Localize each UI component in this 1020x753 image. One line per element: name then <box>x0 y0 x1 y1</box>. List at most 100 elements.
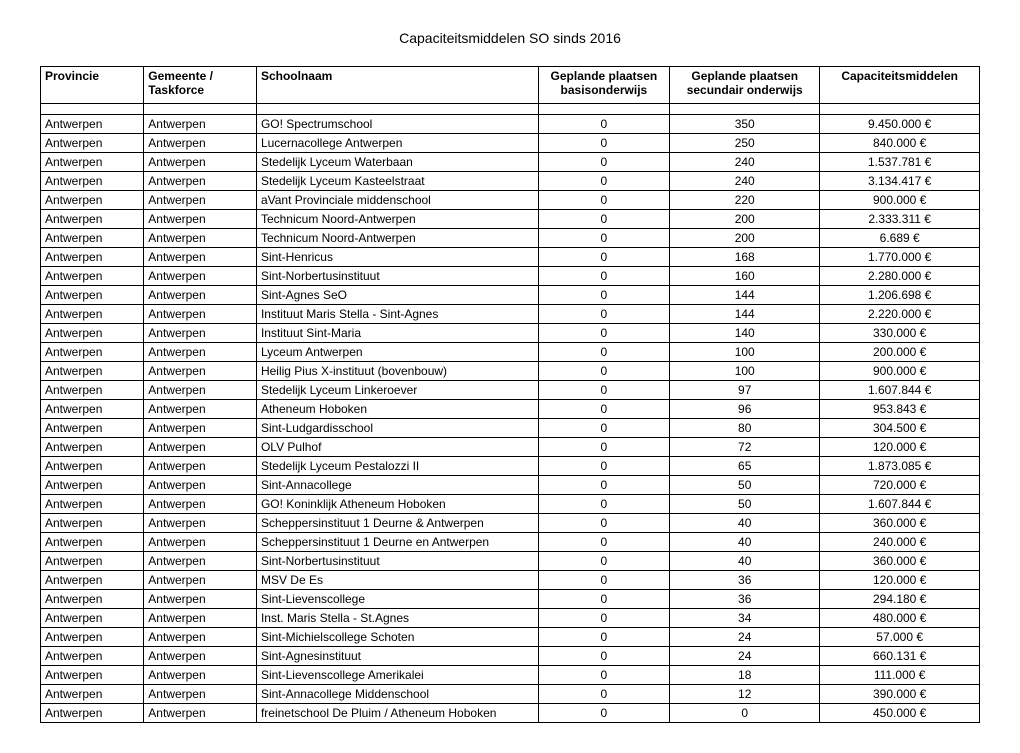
table-row: AntwerpenAntwerpenHeilig Pius X-instituu… <box>41 362 980 381</box>
table-cell: 390.000 € <box>820 685 980 704</box>
table-cell: Antwerpen <box>41 438 144 457</box>
table-row: AntwerpenAntwerpenTechnicum Noord-Antwer… <box>41 210 980 229</box>
table-cell: 0 <box>538 248 669 267</box>
table-cell: 40 <box>670 533 820 552</box>
table-cell: Antwerpen <box>41 191 144 210</box>
table-cell: 1.537.781 € <box>820 153 980 172</box>
table-cell: 6.689 € <box>820 229 980 248</box>
table-cell: 12 <box>670 685 820 704</box>
table-cell: 840.000 € <box>820 134 980 153</box>
table-cell: Sint-Agnes SeO <box>256 286 538 305</box>
table-cell: Sint-Annacollege Middenschool <box>256 685 538 704</box>
table-row: AntwerpenAntwerpenLucernacollege Antwerp… <box>41 134 980 153</box>
table-cell: freinetschool De Pluim / Atheneum Hoboke… <box>256 704 538 723</box>
table-cell: 111.000 € <box>820 666 980 685</box>
table-cell: Scheppersinstituut 1 Deurne & Antwerpen <box>256 514 538 533</box>
table-row: AntwerpenAntwerpenTechnicum Noord-Antwer… <box>41 229 980 248</box>
table-cell: 0 <box>538 609 669 628</box>
table-cell: 200 <box>670 210 820 229</box>
table-cell: Heilig Pius X-instituut (bovenbouw) <box>256 362 538 381</box>
table-row: AntwerpenAntwerpenMSV De Es036120.000 € <box>41 571 980 590</box>
table-row: AntwerpenAntwerpenLyceum Antwerpen010020… <box>41 343 980 362</box>
table-cell: 100 <box>670 343 820 362</box>
table-cell: Antwerpen <box>144 704 257 723</box>
table-cell: Inst. Maris Stella - St.Agnes <box>256 609 538 628</box>
table-cell: Antwerpen <box>144 609 257 628</box>
table-cell: 24 <box>670 647 820 666</box>
table-row: AntwerpenAntwerpenAtheneum Hoboken096953… <box>41 400 980 419</box>
table-cell: 0 <box>538 400 669 419</box>
table-cell: Antwerpen <box>144 172 257 191</box>
table-row: AntwerpenAntwerpenSint-Ludgardisschool08… <box>41 419 980 438</box>
table-cell: Antwerpen <box>41 134 144 153</box>
table-cell: 0 <box>538 381 669 400</box>
table-cell: 360.000 € <box>820 514 980 533</box>
table-cell: 0 <box>670 704 820 723</box>
table-cell: Antwerpen <box>144 419 257 438</box>
table-row: AntwerpenAntwerpenStedelijk Lyceum Kaste… <box>41 172 980 191</box>
table-cell: Antwerpen <box>144 343 257 362</box>
table-cell: Antwerpen <box>144 267 257 286</box>
table-cell: 900.000 € <box>820 362 980 381</box>
table-row: AntwerpenAntwerpenSint-Michielscollege S… <box>41 628 980 647</box>
table-row: AntwerpenAntwerpenStedelijk Lyceum Water… <box>41 153 980 172</box>
table-cell: 144 <box>670 305 820 324</box>
table-cell: 250 <box>670 134 820 153</box>
table-cell: Lucernacollege Antwerpen <box>256 134 538 153</box>
table-cell: 100 <box>670 362 820 381</box>
table-row: AntwerpenAntwerpenScheppersinstituut 1 D… <box>41 514 980 533</box>
table-cell: 1.607.844 € <box>820 381 980 400</box>
table-cell: Antwerpen <box>144 647 257 666</box>
table-cell: 0 <box>538 115 669 134</box>
table-cell: 18 <box>670 666 820 685</box>
table-row: AntwerpenAntwerpenSint-Annacollege050720… <box>41 476 980 495</box>
table-cell: 0 <box>538 286 669 305</box>
table-cell: 120.000 € <box>820 438 980 457</box>
table-cell: Antwerpen <box>41 324 144 343</box>
table-cell: 2.333.311 € <box>820 210 980 229</box>
table-cell: 720.000 € <box>820 476 980 495</box>
table-row: AntwerpenAntwerpenaVant Provinciale midd… <box>41 191 980 210</box>
table-cell: Sint-Norbertusinstituut <box>256 267 538 286</box>
table-cell: aVant Provinciale middenschool <box>256 191 538 210</box>
table-cell: 0 <box>538 438 669 457</box>
table-cell: Antwerpen <box>41 590 144 609</box>
table-cell: OLV Pulhof <box>256 438 538 457</box>
table-body: AntwerpenAntwerpenGO! Spectrumschool0350… <box>41 104 980 723</box>
table-cell: 0 <box>538 666 669 685</box>
table-cell: 34 <box>670 609 820 628</box>
column-header: Provincie <box>41 67 144 104</box>
table-cell: GO! Spectrumschool <box>256 115 538 134</box>
table-cell: Antwerpen <box>41 267 144 286</box>
table-row: AntwerpenAntwerpenSint-Annacollege Midde… <box>41 685 980 704</box>
table-cell: Antwerpen <box>41 381 144 400</box>
table-cell: 57.000 € <box>820 628 980 647</box>
table-header: ProvincieGemeente / TaskforceSchoolnaamG… <box>41 67 980 104</box>
table-row: AntwerpenAntwerpenSint-Agnes SeO01441.20… <box>41 286 980 305</box>
table-cell: Sint-Lievenscollege Amerikalei <box>256 666 538 685</box>
table-cell: Antwerpen <box>144 381 257 400</box>
table-row: AntwerpenAntwerpenInst. Maris Stella - S… <box>41 609 980 628</box>
table-cell: 0 <box>538 552 669 571</box>
table-cell: GO! Koninklijk Atheneum Hoboken <box>256 495 538 514</box>
table-cell: Antwerpen <box>41 495 144 514</box>
table-cell: 330.000 € <box>820 324 980 343</box>
table-cell: 0 <box>538 457 669 476</box>
column-header: Gemeente / Taskforce <box>144 67 257 104</box>
table-cell: Antwerpen <box>144 115 257 134</box>
table-cell: Sint-Ludgardisschool <box>256 419 538 438</box>
table-cell: Antwerpen <box>144 628 257 647</box>
table-cell: 1.607.844 € <box>820 495 980 514</box>
table-cell: Antwerpen <box>144 362 257 381</box>
data-table: ProvincieGemeente / TaskforceSchoolnaamG… <box>40 66 980 723</box>
table-cell: 0 <box>538 172 669 191</box>
table-cell: Antwerpen <box>41 343 144 362</box>
table-cell: 900.000 € <box>820 191 980 210</box>
table-cell: 0 <box>538 305 669 324</box>
spacer-row <box>41 104 980 115</box>
table-row: AntwerpenAntwerpenSint-Agnesinstituut024… <box>41 647 980 666</box>
table-cell: Antwerpen <box>41 628 144 647</box>
table-cell: Antwerpen <box>144 229 257 248</box>
table-cell: 168 <box>670 248 820 267</box>
table-cell: 9.450.000 € <box>820 115 980 134</box>
